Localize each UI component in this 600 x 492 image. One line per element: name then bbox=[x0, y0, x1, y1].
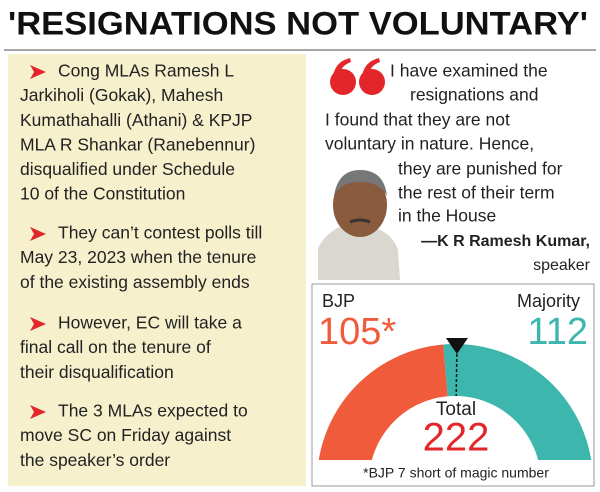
bullet-arrow bbox=[30, 405, 46, 419]
quote-line: in the House bbox=[398, 206, 496, 226]
bullet-line: the speaker’s order bbox=[20, 450, 170, 470]
bullet-line: disqualified under Schedule bbox=[20, 159, 235, 179]
majority-label: Majority bbox=[517, 291, 580, 311]
attribution: —K R Ramesh Kumar, bbox=[421, 233, 590, 250]
bullet-line: Cong MLAs Ramesh L bbox=[58, 61, 234, 81]
attribution-role: speaker bbox=[533, 257, 591, 274]
quote-line: they are punished for bbox=[398, 159, 563, 179]
bullet-line: move SC on Friday against bbox=[20, 425, 231, 445]
bullet-panel bbox=[8, 54, 306, 486]
gauge-box bbox=[311, 283, 595, 487]
rest-arc bbox=[443, 344, 592, 460]
gauge bbox=[318, 344, 592, 460]
majority-line bbox=[455, 344, 458, 397]
bullet-line: of the existing assembly ends bbox=[20, 272, 250, 292]
majority-value: 112 bbox=[527, 311, 588, 353]
bjp-value: 105* bbox=[318, 311, 396, 353]
bullet-line: The 3 MLAs expected to bbox=[58, 401, 248, 421]
speaker-photo bbox=[318, 170, 400, 280]
bullet-line: Kumathahalli (Athani) & KPJP bbox=[20, 110, 252, 130]
bullet-line: MLA R Shankar (Ranebennur) bbox=[20, 134, 255, 154]
quote: I have examined the resignations and I fou… bbox=[325, 61, 563, 226]
majority-marker bbox=[445, 338, 468, 355]
bullet-line: They can’t contest polls till bbox=[58, 223, 262, 243]
bullet-line: May 23, 2023 when the tenure bbox=[20, 247, 256, 267]
total-label: Total bbox=[436, 399, 476, 420]
bullet-line: 10 of the Constitution bbox=[20, 184, 185, 204]
quote-line: I have examined the bbox=[390, 61, 548, 81]
quote-line: I found that they are not bbox=[325, 110, 510, 130]
bullet-line: their disqualification bbox=[20, 362, 174, 382]
bullet-list: Cong MLAs Ramesh L Jarkiholi (Gokak), Mah… bbox=[20, 61, 262, 470]
bjp-arc bbox=[318, 344, 448, 460]
headline: 'RESIGNATIONS NOT VOLUNTARY' bbox=[8, 5, 588, 41]
bullet-line: Jarkiholi (Gokak), Mahesh bbox=[20, 85, 223, 105]
bullet-arrow bbox=[30, 317, 46, 331]
bjp-label: BJP bbox=[322, 291, 355, 311]
quote-line: resignations and bbox=[410, 85, 538, 105]
bullet-line: However, EC will take a bbox=[58, 313, 242, 333]
total-value: 222 bbox=[423, 416, 490, 460]
quote-line: the rest of their term bbox=[398, 183, 555, 203]
bullet-arrow bbox=[30, 65, 46, 79]
quote-marks bbox=[330, 58, 385, 95]
bullet-arrow bbox=[30, 227, 46, 241]
quote-line: voluntary in nature. Hence, bbox=[325, 134, 534, 154]
bullet-line: final call on the tenure of bbox=[20, 337, 211, 357]
footnote: *BJP 7 short of magic number bbox=[363, 465, 549, 481]
